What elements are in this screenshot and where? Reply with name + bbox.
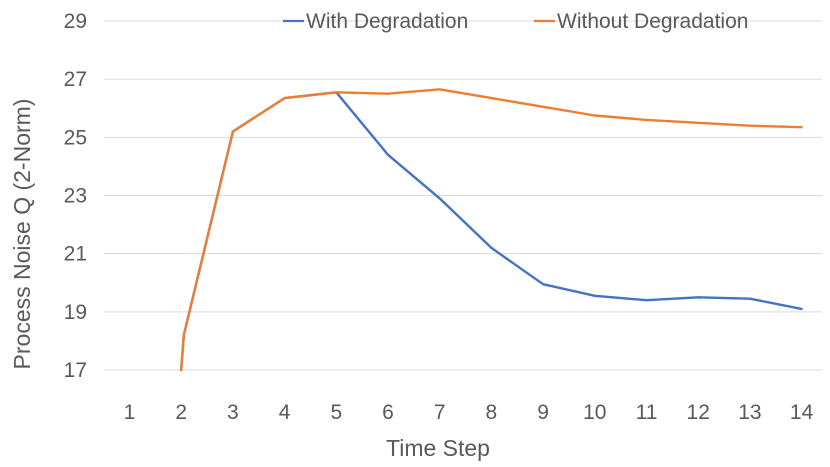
gridlines [104,20,822,371]
x-axis-title: Time Step [386,435,490,461]
x-tick-label: 14 [790,401,814,424]
y-tick-label: 17 [64,359,87,382]
x-axis-ticks: 1 2 3 4 5 6 7 8 9 10 11 12 13 14 [124,401,814,424]
legend-label-with-degradation: With Degradation [306,10,468,33]
series-line-with-degradation [179,91,803,372]
x-tick-label: 6 [382,401,394,424]
x-tick-label: 2 [175,401,187,424]
series-lines [179,88,803,372]
x-tick-label: 5 [330,401,342,424]
y-tick-label: 25 [64,126,87,149]
y-tick-label: 29 [64,10,87,33]
x-tick-label: 4 [279,401,291,424]
x-tick-label: 1 [124,401,136,424]
x-tick-label: 8 [486,401,498,424]
legend-label-without-degradation: Without Degradation [557,10,748,33]
legend: With Degradation Without Degradation [283,10,748,33]
x-tick-label: 11 [636,401,658,424]
x-tick-label: 9 [537,401,549,424]
y-axis-title: Process Noise Q (2-Norm) [9,99,35,370]
x-tick-label: 7 [434,401,446,424]
x-tick-label: 13 [738,401,761,424]
y-axis-ticks: 17 19 21 23 25 27 29 [64,10,87,382]
y-tick-label: 19 [64,301,87,324]
series-line-without-degradation [179,88,803,372]
y-tick-label: 21 [64,243,87,266]
y-tick-label: 23 [64,185,87,208]
y-tick-label: 27 [64,68,87,91]
x-tick-label: 3 [227,401,239,424]
x-tick-label: 12 [687,401,710,424]
x-tick-label: 10 [583,401,606,424]
